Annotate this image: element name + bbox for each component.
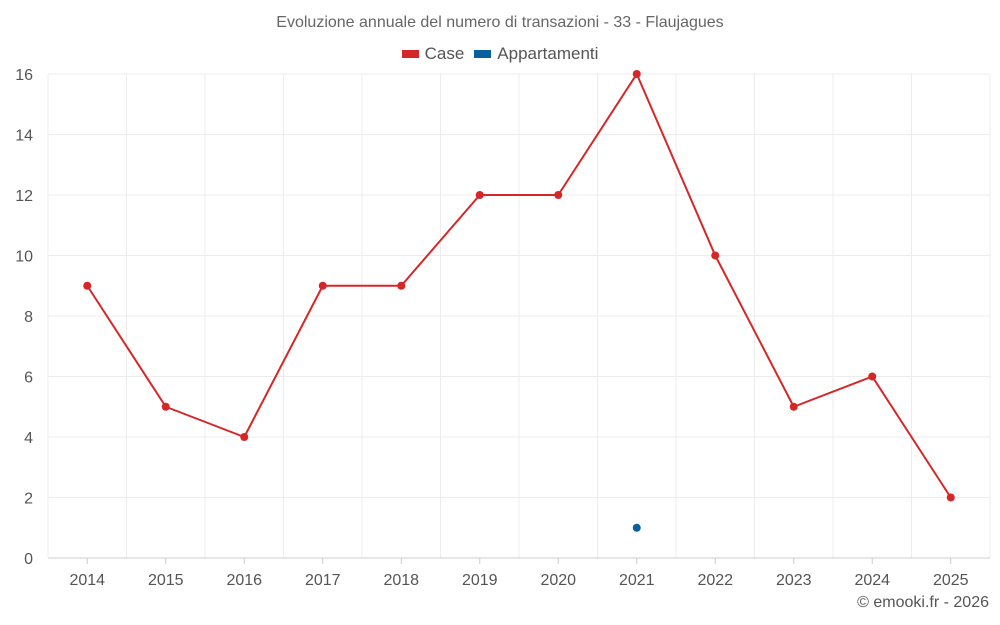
x-tick-label: 2017	[305, 572, 341, 589]
y-tick-label: 8	[24, 309, 33, 326]
y-tick-label: 4	[24, 430, 33, 447]
credit-text: © emooki.fr - 2026	[857, 594, 989, 611]
x-tick-label: 2025	[933, 572, 969, 589]
x-tick-label: 2022	[697, 572, 733, 589]
legend-label-appartamenti: Appartamenti	[497, 44, 599, 63]
legend-item-case[interactable]: Case	[401, 44, 465, 64]
data-point-case	[868, 372, 877, 381]
y-tick-label: 16	[15, 67, 33, 84]
x-tick-label: 2014	[69, 572, 105, 589]
data-point-case	[711, 251, 720, 260]
legend-swatch-appartamenti	[474, 50, 492, 58]
data-point-case	[789, 402, 798, 411]
y-tick-label: 14	[15, 128, 33, 145]
data-point-case	[475, 191, 484, 199]
legend-swatch-case	[401, 50, 419, 58]
data-point-case	[946, 493, 955, 502]
data-point-case	[318, 281, 327, 290]
legend-label-case: Case	[424, 44, 465, 63]
x-tick-label: 2015	[148, 572, 184, 589]
y-tick-label: 2	[24, 491, 33, 508]
data-point-case	[554, 191, 563, 199]
y-tick-label: 0	[24, 551, 33, 568]
x-tick-label: 2023	[776, 572, 812, 589]
data-point-case	[240, 433, 249, 441]
y-tick-label: 6	[24, 370, 33, 387]
legend: Case Appartamenti	[0, 44, 1000, 64]
x-tick-label: 2020	[540, 572, 576, 589]
series-line-case	[86, 73, 952, 499]
data-point-case	[161, 402, 170, 411]
x-tick-label: 2024	[854, 572, 890, 589]
y-tick-label: 10	[15, 249, 33, 266]
data-point-case	[83, 281, 92, 290]
x-tick-label: 2018	[383, 572, 419, 589]
x-tick-label: 2019	[462, 572, 498, 589]
data-point-case	[632, 70, 641, 78]
y-tick-label: 12	[15, 188, 33, 205]
data-point-case	[397, 281, 406, 290]
legend-item-appartamenti[interactable]: Appartamenti	[474, 44, 598, 64]
chart-title: Evoluzione annuale del numero di transaz…	[276, 14, 724, 31]
data-point-appartamenti	[632, 523, 641, 532]
x-tick-label: 2021	[619, 572, 655, 589]
x-tick-label: 2016	[226, 572, 262, 589]
